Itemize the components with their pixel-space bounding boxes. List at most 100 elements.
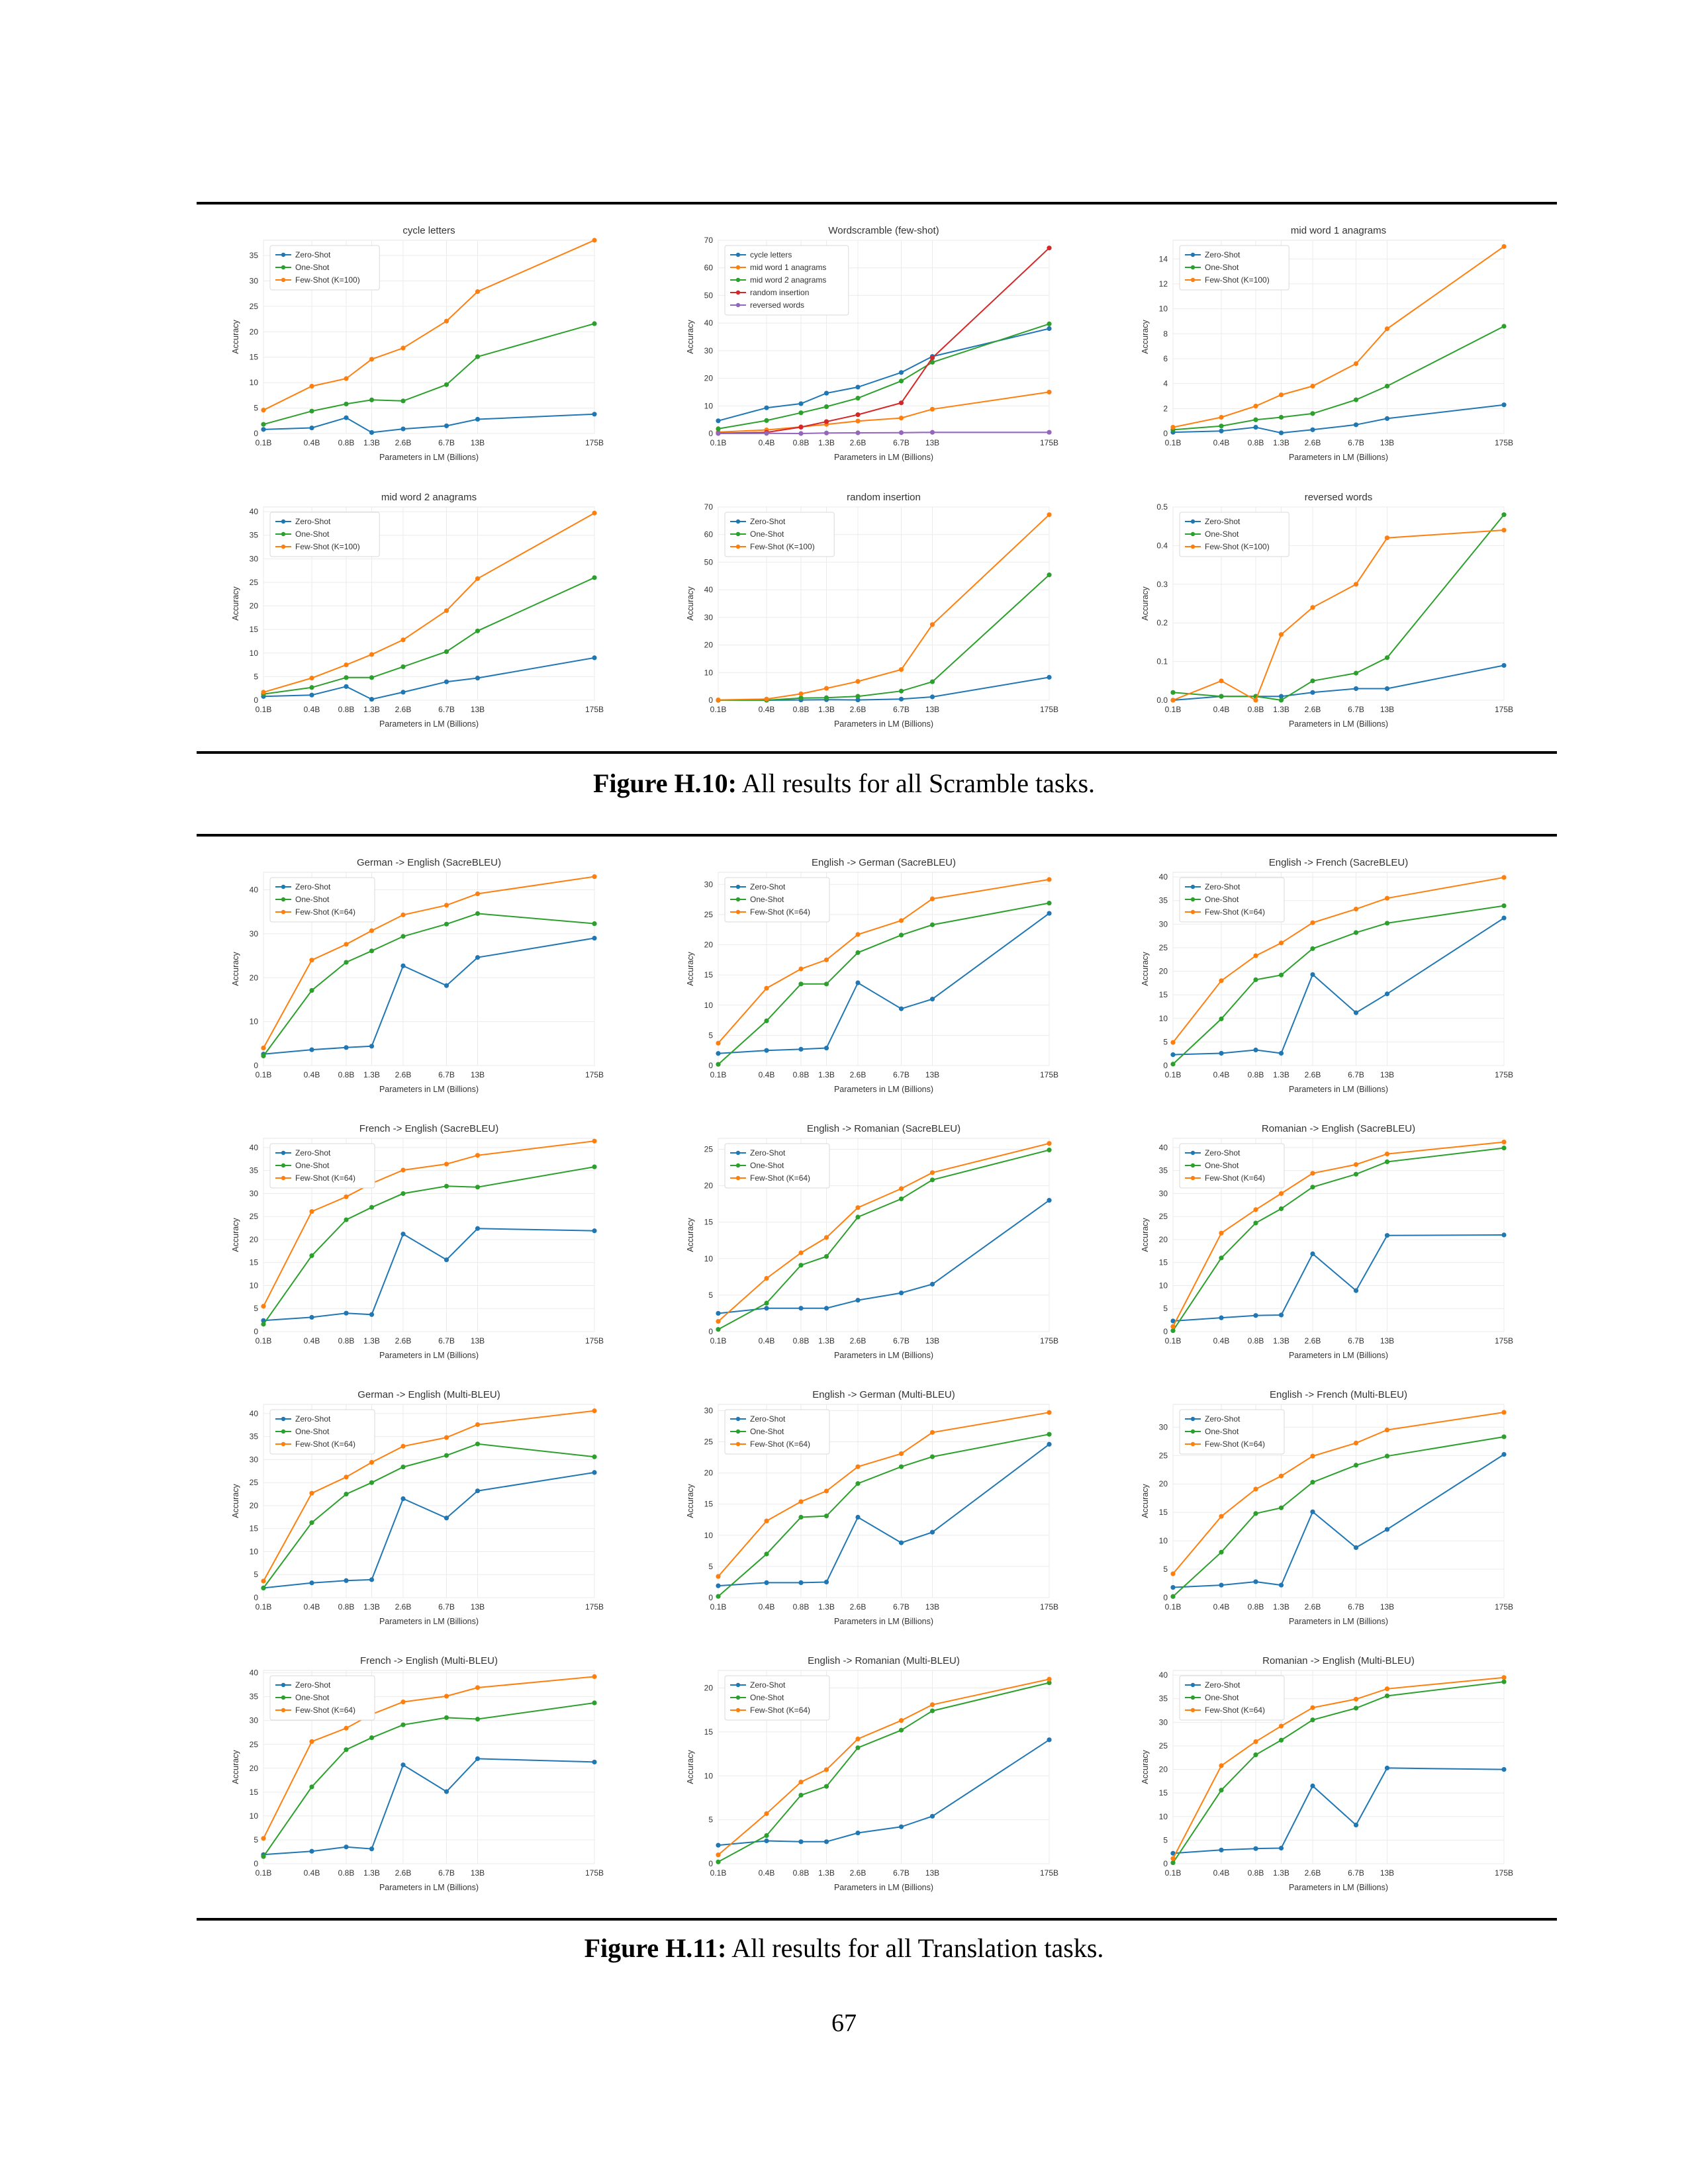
series-line-one-shot [718,1682,1050,1863]
y-tick-label: 40 [704,318,714,328]
x-tick-label: 1.3B [363,705,380,714]
legend-marker [735,1150,741,1156]
legend-marker [735,519,741,524]
data-point-one-shot [400,1464,406,1470]
data-point-zero-shot [855,1298,861,1303]
legend-marker [735,277,741,283]
data-point-one-shot [1047,1680,1052,1686]
legend-box [724,1409,830,1455]
data-point-few-shot-k-64 [798,966,804,972]
data-point-few-shot-k-64 [369,1460,375,1465]
data-point-few-shot-k-100 [1353,361,1359,367]
data-point-few-shot-k-100 [764,696,769,702]
data-point-one-shot [1278,972,1284,978]
legend-label: Few-Shot (K=100) [1205,542,1270,551]
x-tick-label: 6.7B [893,1868,910,1878]
legend-label: One-Shot [295,1693,330,1702]
data-point-few-shot-k-64 [475,1153,481,1158]
legend-marker [735,1695,741,1700]
series-line-zero-shot [1172,1234,1505,1322]
series-line-few-shot-k-64 [718,1678,1050,1856]
data-point-zero-shot [475,1488,481,1494]
series-line-few-shot-k-100 [718,514,1050,701]
data-point-few-shot-k-64 [261,1578,266,1584]
y-tick-label: 10 [250,1017,259,1026]
y-tick-label: 25 [704,1145,714,1154]
y-tick-label: 0 [708,1061,713,1070]
y-tick-label: 25 [1159,1451,1168,1460]
y-tick-label: 20 [250,973,259,982]
data-point-one-shot [444,1453,449,1458]
x-tick-label: 2.6B [850,1602,867,1612]
data-point-mid-word-1-anagrams [1047,389,1052,395]
data-point-few-shot-k-64 [823,1767,829,1772]
x-tick-label: 13B [1380,438,1394,447]
data-point-few-shot-k-100 [1310,605,1315,610]
legend-marker [1190,1441,1196,1447]
chart-reversed-words: 0.0 0.1 0.2 0.3 0.4 0.5 0.1B 0.4B 0.8B 1.3B 2.6B 6.… [1133,488,1513,743]
legend: Zero-Shot One-Shot Few-Shot (K=64) [724,877,830,923]
series-line-few-shot-k-100 [1172,529,1505,702]
data-point-few-shot-k-64 [344,1475,349,1480]
legend-label: Zero-Shot [1205,1680,1241,1690]
data-point-few-shot-k-64 [823,1488,829,1494]
data-point-zero-shot [1278,1845,1284,1851]
x-tick-label: 2.6B [850,1336,867,1345]
data-point-cycle-letters [764,405,769,410]
y-tick-label: 40 [704,585,714,594]
x-tick-label: 6.7B [438,1336,455,1345]
data-point-zero-shot [798,1046,804,1052]
x-tick-label: 2.6B [395,1336,412,1345]
data-point-random-insertion [898,400,904,406]
page-number: 67 [831,2009,857,2037]
series-line-zero-shot [1172,917,1505,1056]
data-point-zero-shot [444,423,449,429]
legend: Zero-Shot One-Shot Few-Shot (K=64) [1179,1143,1285,1189]
data-point-few-shot-k-64 [400,1699,406,1705]
y-tick-label: 20 [704,641,714,650]
data-point-one-shot [369,397,375,402]
data-point-one-shot [369,1735,375,1741]
y-tick-label: 20 [250,327,259,336]
legend-label: Few-Shot (K=64) [295,1439,355,1449]
legend-label: Few-Shot (K=100) [750,542,815,551]
legend-marker [735,544,741,549]
x-tick-label: 0.8B [338,1336,355,1345]
chart-english-french-sacrebleu: 0 5 10 15 20 25 30 35 40 0.1B 0.4B 0.8B 1.3B 2.6B 6.7B… [1133,854,1513,1109]
data-point-one-shot [444,921,449,927]
data-point-zero-shot [1501,1451,1507,1457]
x-axis-label: Parameters in LM (Billions) [379,1085,479,1094]
data-point-one-shot [716,1594,721,1599]
data-point-one-shot [929,679,935,684]
chart-title: reversed words [1305,492,1373,503]
data-point-few-shot-k-64 [1384,1428,1390,1433]
data-point-few-shot-k-100 [1253,403,1258,409]
x-tick-label: 0.1B [256,1602,272,1612]
series-line-one-shot [718,1149,1050,1330]
y-tick-label: 0 [708,1327,713,1336]
x-tick-label: 2.6B [850,705,867,714]
x-tick-label: 0.4B [304,438,320,447]
data-point-one-shot [716,1859,721,1864]
y-tick-label: 35 [250,1166,259,1175]
legend-label: Zero-Shot [750,517,786,526]
data-point-zero-shot [1278,430,1284,435]
data-point-few-shot-k-64 [1310,1453,1315,1459]
legend-box [1179,245,1289,291]
x-tick-label: 0.8B [793,1602,810,1612]
data-point-one-shot [1310,1480,1315,1485]
x-tick-label: 6.7B [438,1868,455,1878]
data-point-few-shot-k-100 [309,383,314,389]
y-tick-label: 0.3 [1156,580,1168,589]
x-tick-label: 175B [1495,1336,1513,1345]
x-tick-label: 0.4B [304,1602,320,1612]
x-tick-label: 2.6B [1305,1868,1321,1878]
data-point-zero-shot [444,1789,449,1794]
data-point-one-shot [823,1253,829,1259]
data-point-few-shot-k-100 [1170,698,1176,703]
data-point-zero-shot [1278,1050,1284,1056]
series-line-zero-shot [1172,1767,1505,1854]
x-tick-label: 0.8B [793,1868,810,1878]
y-tick-label: 25 [704,1437,714,1447]
chart-svg: 0 5 10 15 20 25 30 0.1B 0.4B 0.8B 1.3B 2.6B 6.7B 13B 1… [1141,1389,1513,1626]
